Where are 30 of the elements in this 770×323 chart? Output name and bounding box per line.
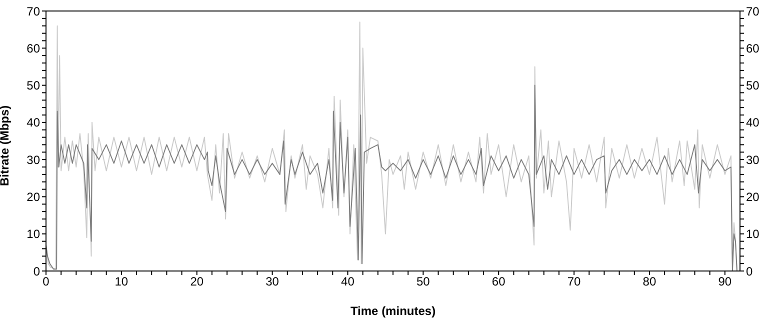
- x-tick-label: 20: [190, 274, 204, 289]
- y2-tick-label: 10: [746, 227, 760, 242]
- x-tick-label: 50: [416, 274, 430, 289]
- y2-tick-label: 50: [746, 78, 760, 93]
- y2-tick-label: 40: [746, 116, 760, 130]
- y-tick-label: 60: [26, 41, 40, 56]
- x-tick-label: 0: [42, 274, 50, 289]
- x-tick-label: 90: [718, 274, 732, 289]
- x-tick-label: 30: [266, 274, 280, 289]
- y-tick-label: 30: [26, 152, 40, 167]
- y-tick-label: 50: [26, 78, 40, 93]
- y-tick-label: 70: [26, 4, 40, 18]
- y-tick-label: 20: [26, 190, 40, 204]
- y-axis-title: Bitrate (Mbps): [0, 105, 12, 186]
- y-tick-label: 10: [26, 227, 40, 242]
- y-tick-label: 0: [33, 264, 40, 278]
- y2-tick-label: 70: [746, 4, 760, 18]
- y2-tick-label: 60: [746, 41, 760, 56]
- x-tick-label: 70: [567, 274, 582, 289]
- y-tick-label: 40: [26, 116, 40, 130]
- x-tick-label: 40: [341, 274, 355, 289]
- x-tick-label: 60: [492, 274, 506, 289]
- x-tick-label: 10: [114, 274, 128, 289]
- x-axis-title: Time (minutes): [350, 304, 436, 318]
- line-series: [46, 84, 738, 271]
- x-tick-label: 80: [642, 274, 656, 289]
- y2-tick-label: 30: [746, 152, 760, 167]
- line-series: [46, 22, 738, 271]
- y2-tick-label: 20: [746, 190, 760, 204]
- y2-tick-label: 0: [746, 264, 753, 278]
